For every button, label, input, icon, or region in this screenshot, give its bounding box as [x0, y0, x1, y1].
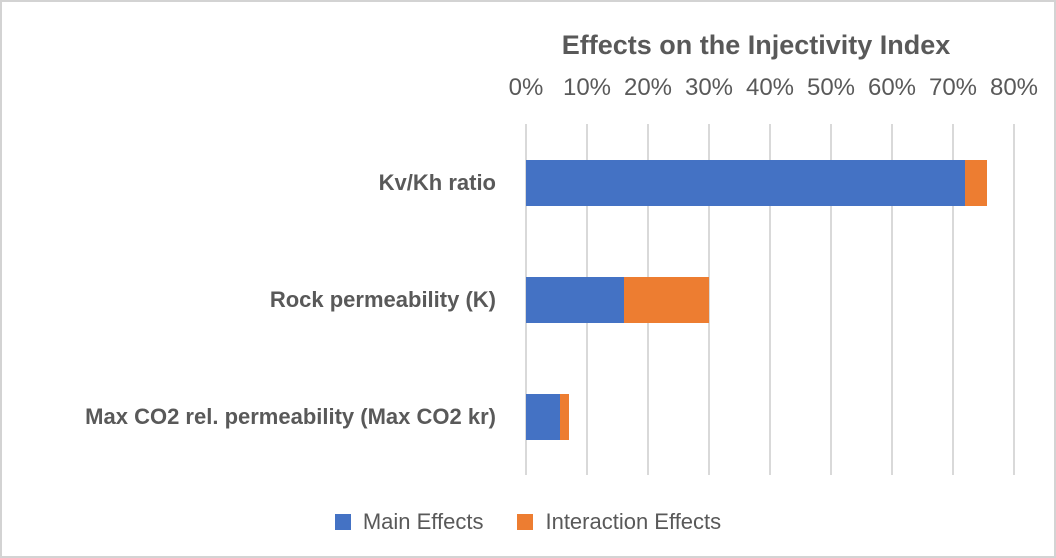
x-axis-tick-label: 40% — [745, 74, 795, 101]
bar-segment-main-effects — [526, 159, 966, 206]
legend-label: Interaction Effects — [545, 509, 722, 534]
gridline — [952, 124, 954, 475]
bar-segment-interaction-effects — [559, 393, 569, 440]
legend-item-interaction-effects: Interaction Effects — [517, 509, 721, 535]
gridline — [891, 124, 893, 475]
category-label: Max CO2 rel. permeability (Max CO2 kr) — [85, 403, 496, 429]
legend-swatch-main-effects — [334, 514, 351, 530]
category-label: Rock permeability (K) — [269, 286, 496, 312]
x-axis-tick-label: 70% — [928, 74, 978, 101]
legend-item-main-effects: Main Effects — [334, 509, 484, 535]
legend-label: Main Effects — [362, 509, 484, 534]
x-axis-tick-label: 10% — [562, 74, 612, 101]
legend-swatch-interaction-effects — [517, 514, 534, 530]
legend: Main Effects Interaction Effects — [2, 505, 1054, 539]
bar-segment-main-effects — [526, 276, 624, 323]
x-axis-tick-label: 20% — [623, 74, 673, 101]
category-label: Kv/Kh ratio — [378, 169, 496, 195]
gridline — [1013, 124, 1015, 475]
chart-title: Effects on the Injectivity Index — [561, 30, 951, 60]
x-axis-tick-label: 50% — [806, 74, 856, 101]
x-axis-tick-label: 80% — [989, 74, 1039, 101]
bar-segment-interaction-effects — [965, 159, 987, 206]
x-axis-tick-label: 60% — [867, 74, 917, 101]
x-axis-tick-label: 0% — [508, 74, 544, 101]
gridline — [769, 124, 771, 475]
gridline — [708, 124, 710, 475]
bar-segment-main-effects — [526, 393, 560, 440]
gridline — [830, 124, 832, 475]
x-axis-tick-label: 30% — [684, 74, 734, 101]
bar-segment-interaction-effects — [623, 276, 709, 323]
